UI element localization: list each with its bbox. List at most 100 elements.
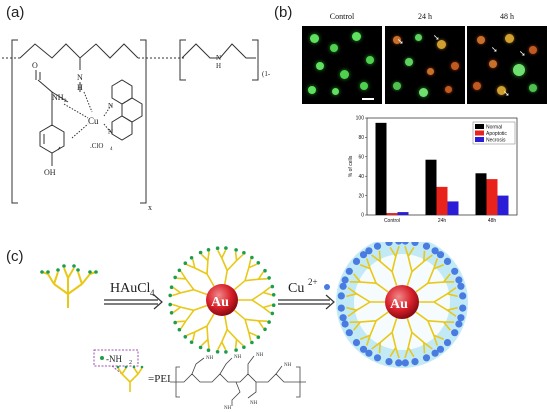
dendrimer-tip <box>401 242 409 245</box>
reagent-haucl4-sub: 4 <box>150 288 155 298</box>
y-tick-label: 80 <box>358 135 364 141</box>
au-core-2 <box>385 285 419 319</box>
dendrimer-tip <box>395 359 403 367</box>
panel-label-b: (b) <box>274 4 293 21</box>
dendrimer-tip <box>271 303 276 307</box>
x-tick-label: 24h <box>438 218 447 224</box>
reagent-haucl4: HAuCl <box>110 281 151 296</box>
dendrimer-tip <box>345 329 353 337</box>
dendrimer-tip <box>422 242 431 250</box>
pei-nh-1: NH <box>206 356 214 361</box>
dendrimer-branches <box>346 245 458 359</box>
counter-ion: .ClO <box>90 142 103 150</box>
dendrimer-tip <box>224 350 228 354</box>
dendrimer-tip <box>459 292 467 300</box>
reagent-cu: Cu <box>288 281 304 296</box>
dendrimer-tip <box>457 314 465 322</box>
pei-nh-2: NH <box>234 355 242 360</box>
dendrimer-tip <box>206 248 211 252</box>
dendrimer-tip <box>359 345 368 353</box>
au-core-1-label: Au <box>211 295 229 310</box>
dendrimer-branches <box>171 249 273 351</box>
dendrimer-tip <box>250 340 254 345</box>
dendrimer-tip <box>177 268 182 273</box>
y-tick-label: 40 <box>358 174 364 180</box>
y-tick-label: 20 <box>358 193 364 199</box>
dendrimer-tip <box>365 349 373 357</box>
pei-nh-4: NH <box>284 363 292 368</box>
bracket-left <box>11 39 18 204</box>
dendrimer-tip <box>215 246 220 250</box>
dendrimer-tip <box>443 339 452 347</box>
dendrimer-tip <box>443 257 452 265</box>
dendrimer-tip <box>373 242 382 250</box>
y-tick-label: 100 <box>356 116 365 122</box>
y-tick-label: 0 <box>361 213 364 219</box>
dendrimer-tip <box>271 293 276 297</box>
legend-label: Normal <box>486 125 502 131</box>
y-tick-label: 60 <box>358 155 364 161</box>
dendrimer-tip <box>436 251 445 259</box>
bar-necrosis-48h <box>497 195 509 215</box>
dendrimer-tip <box>345 267 353 275</box>
dendrimer-tip <box>411 242 419 246</box>
bar-apoptotic-24h <box>436 186 448 215</box>
cu-ion-dot <box>324 284 330 290</box>
dendrimer-tip <box>339 314 347 322</box>
pei-nh-5: NH <box>224 406 232 411</box>
pei-nh-6: NH <box>250 401 258 406</box>
dendrimer-tip <box>198 345 203 350</box>
dendrimer-tip <box>455 276 463 284</box>
reaction-arrow-2 <box>278 294 335 310</box>
small-dendron <box>41 267 97 308</box>
dendrimer-tip <box>337 292 345 300</box>
dendrimer-tip <box>206 348 211 352</box>
panel-label-c: (c) <box>6 248 24 265</box>
atom-h-top: H <box>77 83 83 92</box>
atom-n-top: N <box>77 73 83 82</box>
au-core-1 <box>206 284 238 316</box>
pei-nh-3: NH <box>256 353 264 358</box>
dendrimer-tip <box>451 329 459 337</box>
dendrimer-tip <box>183 261 188 265</box>
dendrimer-tip <box>234 248 238 252</box>
dendrimer-tip <box>256 261 261 265</box>
pei-structure <box>170 355 306 406</box>
dendrimer-tip <box>168 302 172 307</box>
dendrimer-tip <box>385 358 393 366</box>
dendrimer-tip <box>337 304 345 312</box>
legend-swatch <box>475 137 484 142</box>
bar-normal-48h <box>475 173 487 215</box>
dendrimer-tip <box>267 276 271 280</box>
dendrimer-tip <box>177 327 182 332</box>
micro-image-48h: ➘ ➘ ➘ <box>467 26 547 104</box>
dendrimer-tip <box>352 257 361 265</box>
dendrimer-tip <box>455 320 463 328</box>
dendrimer-tip <box>168 293 172 298</box>
dendrimer-tip <box>401 359 409 367</box>
dendrimer-tip <box>256 335 261 339</box>
dendrimer-tip <box>451 267 459 275</box>
dendrimer-tip <box>359 251 368 259</box>
dendrimer-tip <box>234 348 238 352</box>
dendrimer-tip <box>431 247 439 255</box>
reagent-cu-charge: 2+ <box>308 277 318 287</box>
legend-swatch <box>475 130 484 136</box>
dendrimer-tip <box>385 242 393 246</box>
dendrimer-tip <box>267 320 271 324</box>
legend-swatch <box>475 124 484 129</box>
counter-ion-sub: 4 <box>110 147 113 152</box>
dendrimer-tip <box>263 327 267 332</box>
legend-label: Necrosis <box>486 138 506 144</box>
bar-necrosis-24h <box>447 201 459 215</box>
dendrimer-tip <box>436 345 445 353</box>
dendrimer-tip <box>395 242 403 245</box>
synthesis-scheme: HAuCl 4 Au Cu 2+ Au -NH 2 =PEI NH NH NH … <box>40 242 468 411</box>
atom-nh2-sub: 2 <box>64 99 67 104</box>
bar-apoptotic-48h <box>486 179 498 215</box>
x-tick-label: 48h <box>488 218 497 224</box>
x-tick-label: Control <box>384 218 400 224</box>
dendrimer-tip <box>169 285 174 289</box>
dendrimer-tip <box>411 358 419 366</box>
subscript-x: x <box>148 203 152 212</box>
